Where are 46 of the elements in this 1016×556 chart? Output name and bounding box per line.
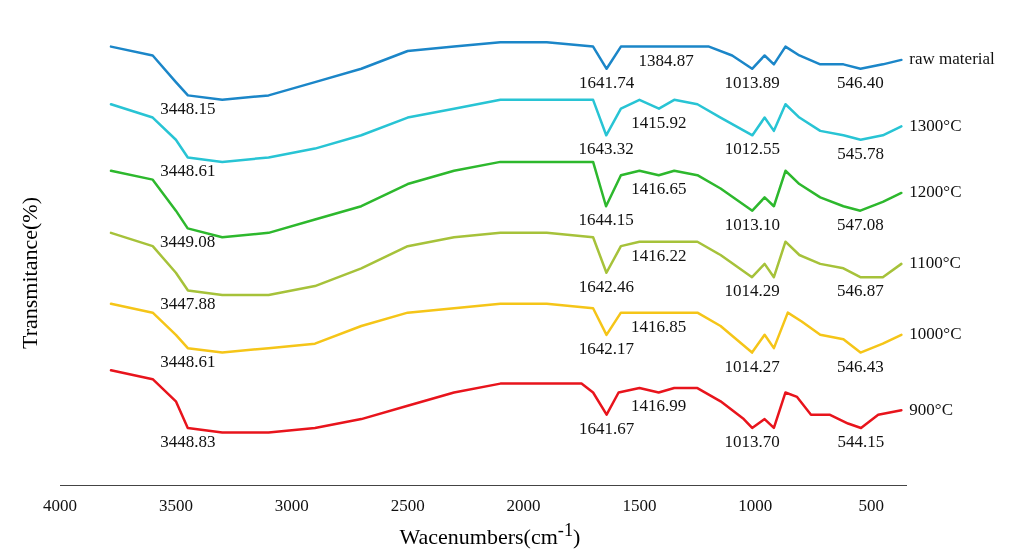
annotation: 1416.99 bbox=[631, 396, 687, 416]
annotation: 545.78 bbox=[837, 143, 884, 163]
x-tick-label: 2500 bbox=[390, 496, 425, 516]
annotation: 1013.10 bbox=[724, 214, 780, 234]
annotation: 1012.55 bbox=[724, 139, 781, 159]
series-label: 1300°C bbox=[909, 115, 962, 135]
annotation: 1415.92 bbox=[631, 112, 687, 132]
series-label: raw material bbox=[909, 49, 996, 69]
annotation: 546.87 bbox=[836, 281, 885, 301]
series-label: 1200°C bbox=[909, 182, 962, 202]
x-axis-title: Wacenumbers(cm$^{-1}$) bbox=[398, 520, 582, 551]
annotation: 3448.61 bbox=[160, 161, 216, 181]
x-tick-label: 1000 bbox=[738, 496, 773, 516]
series-label: 1000°C bbox=[909, 324, 962, 344]
x-tick-label: 3000 bbox=[274, 496, 309, 516]
annotation: 3448.15 bbox=[160, 99, 216, 119]
x-tick-label: 2000 bbox=[506, 496, 541, 516]
annotation: 546.43 bbox=[837, 356, 884, 376]
annotation: 1644.15 bbox=[578, 210, 634, 230]
annotation: 1641.74 bbox=[578, 72, 635, 92]
annotation: 544.15 bbox=[837, 431, 885, 451]
annotation: 1384.87 bbox=[638, 50, 695, 70]
x-tick-label: 4000 bbox=[43, 496, 77, 516]
annotation: 1416.65 bbox=[631, 179, 687, 199]
annotation: 1641.67 bbox=[578, 418, 635, 438]
x-tick-label: 3500 bbox=[158, 496, 193, 516]
annotation: 1416.85 bbox=[631, 316, 687, 336]
annotation: 1416.22 bbox=[631, 245, 687, 265]
annotation: 3448.61 bbox=[160, 352, 216, 372]
x-tick-label: 500 bbox=[858, 496, 884, 516]
annotation: 1014.27 bbox=[724, 356, 781, 376]
annotation: 1013.89 bbox=[724, 72, 780, 92]
series-label: 1100°C bbox=[909, 253, 961, 273]
annotation: 3449.08 bbox=[160, 232, 216, 252]
annotation: 1014.29 bbox=[724, 281, 780, 301]
annotation: 3448.83 bbox=[160, 431, 216, 451]
annotation: 1642.17 bbox=[578, 338, 635, 358]
annotation: 3447.88 bbox=[160, 294, 216, 314]
x-tick-label: 1500 bbox=[622, 496, 657, 516]
annotation: 546.40 bbox=[837, 72, 884, 92]
annotation: 547.08 bbox=[836, 214, 884, 234]
series-label: 900°C bbox=[909, 399, 954, 419]
annotation: 1642.46 bbox=[578, 276, 635, 296]
y-axis-title: Transmitance(%) bbox=[17, 196, 43, 351]
annotation: 1643.32 bbox=[578, 139, 634, 159]
annotation: 1013.70 bbox=[724, 431, 780, 451]
